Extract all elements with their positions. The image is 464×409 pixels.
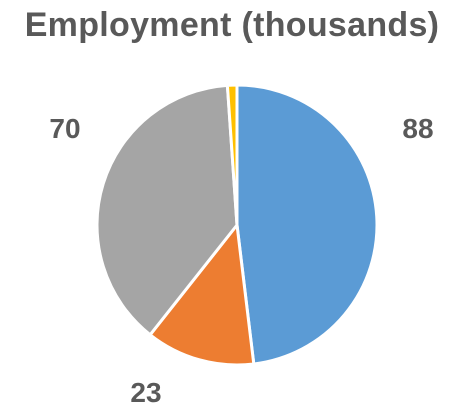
data-label-1: 23 (130, 377, 161, 408)
pie-slice-0 (237, 85, 377, 364)
data-label-0: 88 (402, 113, 433, 144)
pie-slices (97, 85, 377, 365)
data-label-2: 70 (49, 113, 80, 144)
